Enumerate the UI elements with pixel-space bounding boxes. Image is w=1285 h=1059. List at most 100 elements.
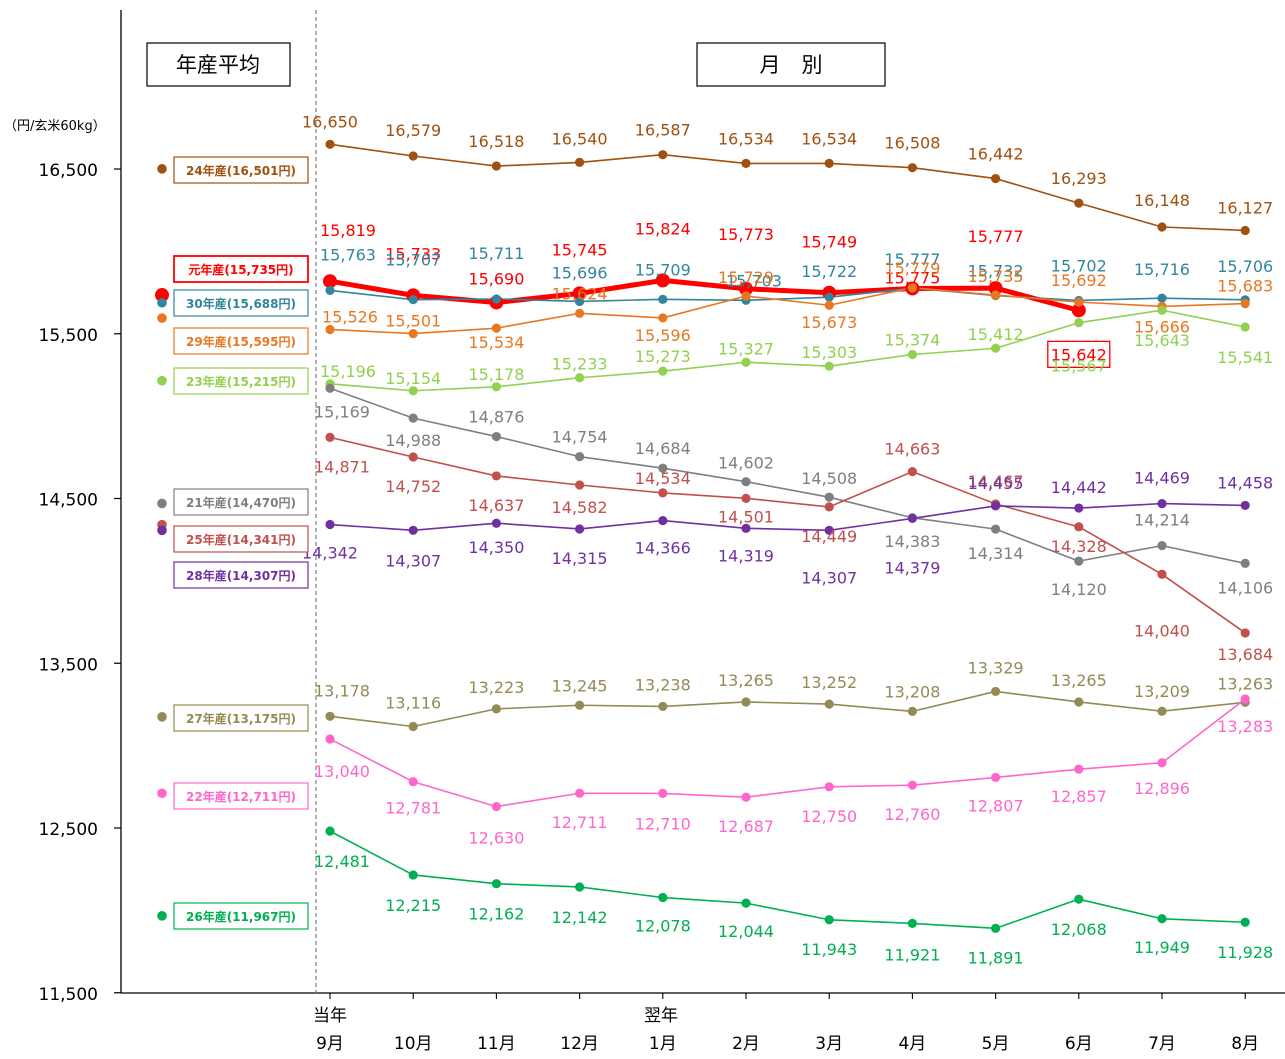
data-point-marker xyxy=(1074,556,1084,566)
data-label: 15,673 xyxy=(801,313,857,332)
data-point-marker xyxy=(824,915,834,925)
data-label: 14,684 xyxy=(635,439,691,458)
data-label: 13,116 xyxy=(385,694,441,713)
data-point-marker xyxy=(408,525,418,535)
data-point-marker xyxy=(741,158,751,168)
data-label: 16,508 xyxy=(884,134,940,153)
data-point-marker xyxy=(1240,628,1250,638)
data-label: 14,876 xyxy=(468,408,524,427)
data-label: 14,328 xyxy=(1051,537,1107,556)
data-label: 15,749 xyxy=(801,233,857,252)
data-label: 14,319 xyxy=(718,546,774,565)
data-label: 16,534 xyxy=(801,129,857,148)
annual-average-marker xyxy=(157,525,167,536)
data-label: 14,314 xyxy=(968,544,1024,563)
data-label: 14,582 xyxy=(552,498,608,517)
data-label: 14,754 xyxy=(552,428,608,447)
data-point-marker xyxy=(991,343,1001,353)
legend-label: 26年産(11,967円) xyxy=(186,909,296,924)
data-point-marker xyxy=(1240,225,1250,236)
monthly-header-box xyxy=(696,42,886,87)
data-point-marker xyxy=(325,139,335,149)
data-label: 12,162 xyxy=(468,905,524,924)
y-unit-label: （円/玄米60kg） xyxy=(4,119,106,134)
x-tick-label: 6月 xyxy=(1065,1034,1093,1054)
data-point-marker xyxy=(741,291,751,301)
x-prefix-next-year: 翌年 xyxy=(644,1006,678,1026)
legend-box xyxy=(173,367,309,395)
data-point-marker xyxy=(575,882,585,892)
data-point-marker xyxy=(907,467,918,477)
data-label: 16,540 xyxy=(552,129,608,148)
data-label: 15,709 xyxy=(635,260,691,279)
data-label: 15,819 xyxy=(320,221,376,240)
data-point-marker xyxy=(658,892,668,903)
data-point-marker xyxy=(741,493,751,503)
data-label: 13,252 xyxy=(801,673,857,692)
data-label: 12,068 xyxy=(1051,920,1107,939)
annual-average-marker xyxy=(157,711,167,722)
data-point-marker xyxy=(325,826,335,836)
data-label: 15,666 xyxy=(1134,317,1190,336)
data-point-marker xyxy=(491,294,501,304)
x-tick-label: 11月 xyxy=(477,1034,516,1054)
data-label: 16,518 xyxy=(468,132,524,151)
x-tick-label: 5月 xyxy=(982,1034,1010,1054)
data-point-marker xyxy=(658,515,668,526)
data-label: 15,327 xyxy=(718,339,774,358)
data-label: 14,752 xyxy=(385,477,441,496)
data-label: 11,928 xyxy=(1217,943,1273,962)
annual-average-marker xyxy=(157,788,167,799)
y-tick-label: 14,500 xyxy=(39,491,98,511)
data-label: 12,781 xyxy=(385,799,441,818)
annual-header-label: 年産平均 xyxy=(176,53,260,77)
data-label: 13,178 xyxy=(314,681,370,700)
data-point-marker xyxy=(1240,500,1250,511)
legend-box xyxy=(173,255,309,283)
data-point-marker xyxy=(575,480,585,490)
data-label: 11,949 xyxy=(1134,938,1190,957)
annual-average-marker xyxy=(157,164,167,174)
data-label: 15,541 xyxy=(1217,348,1273,367)
data-label: 16,650 xyxy=(302,112,358,131)
data-point-marker xyxy=(907,780,918,790)
data-point-marker xyxy=(658,463,668,473)
data-point-marker xyxy=(824,525,834,535)
data-label: 15,643 xyxy=(1134,331,1190,350)
data-point-marker xyxy=(907,349,918,360)
data-label: 13,208 xyxy=(884,682,940,701)
y-tick-label: 16,500 xyxy=(39,161,98,181)
data-label: 14,469 xyxy=(1134,469,1190,488)
legend-label: 元年産(15,735円) xyxy=(188,262,293,277)
data-point-marker xyxy=(991,173,1001,184)
data-label: 13,265 xyxy=(718,671,774,690)
data-point-marker xyxy=(491,518,501,528)
x-tick-label: 12月 xyxy=(560,1034,599,1054)
series-line xyxy=(329,287,1246,303)
data-point-marker xyxy=(575,157,585,168)
data-label: 15,567 xyxy=(1051,357,1107,376)
x-tick-label: 4月 xyxy=(898,1034,926,1054)
data-label: 16,442 xyxy=(968,145,1024,164)
data-label: 15,412 xyxy=(968,325,1024,344)
data-label: 13,245 xyxy=(552,676,608,695)
data-point-marker xyxy=(824,300,834,310)
data-label: 15,196 xyxy=(320,362,376,381)
data-point-marker xyxy=(824,699,834,709)
data-point-marker xyxy=(491,323,501,333)
data-label: 12,630 xyxy=(468,829,524,848)
x-tick-label: 2月 xyxy=(732,1034,760,1054)
data-label: 12,807 xyxy=(968,796,1024,815)
data-point-marker xyxy=(824,292,834,302)
data-label: 15,178 xyxy=(468,365,524,384)
data-point-marker xyxy=(408,151,418,161)
data-label: 14,508 xyxy=(801,469,857,488)
data-label: 13,238 xyxy=(635,675,691,694)
legend-label: 30年産(15,688円) xyxy=(186,296,296,311)
data-label: 11,921 xyxy=(884,945,940,964)
data-point-marker xyxy=(408,870,418,880)
data-label: 15,775 xyxy=(884,268,940,287)
header-group: 年産平均 月 別 （円/玄米60kg） 当年 翌年 xyxy=(4,42,886,1026)
data-point-marker xyxy=(1157,541,1167,551)
